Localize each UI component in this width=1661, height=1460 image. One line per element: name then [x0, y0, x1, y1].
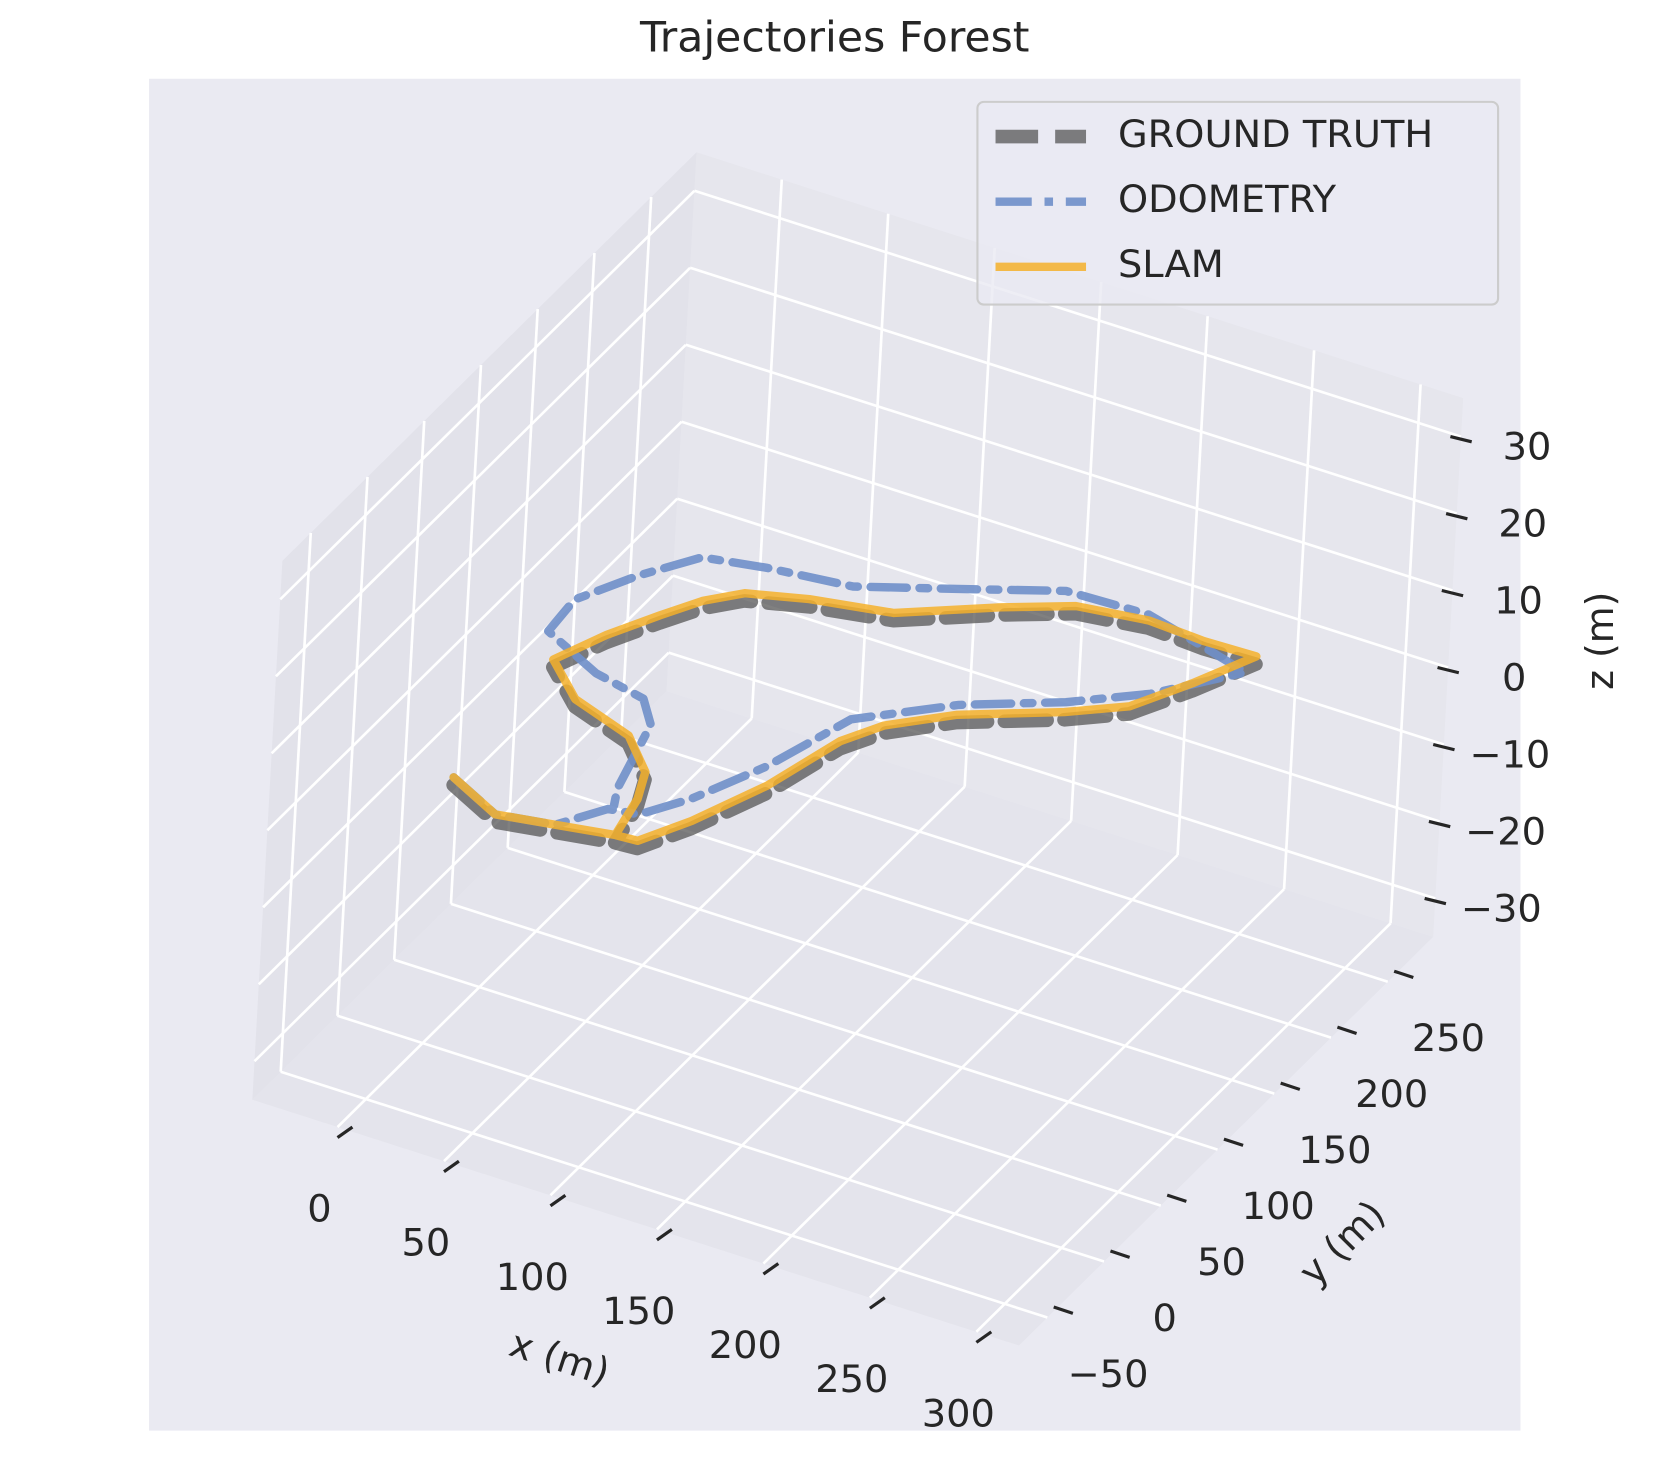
x-tick: [443, 1159, 460, 1173]
grid-line: [689, 266, 1458, 515]
grid-line: [279, 189, 696, 601]
grid-line: [868, 888, 1286, 1299]
legend-box: [976, 100, 1500, 306]
trajectory-line: [449, 553, 1251, 829]
y-tick-label: 50: [1197, 1240, 1246, 1284]
z-tick-label: −30: [1461, 887, 1542, 931]
y-tick-label: −50: [1068, 1352, 1149, 1396]
grid-line: [336, 717, 753, 1128]
grid-line: [694, 189, 1462, 438]
z-tick-label: 30: [1503, 425, 1552, 469]
grid-line: [676, 497, 1445, 746]
z-tick: [1428, 819, 1451, 829]
y-tick-label: 0: [1153, 1296, 1177, 1340]
legend-label: GROUND TRUTH: [1118, 112, 1433, 156]
x-tick-label: 50: [402, 1221, 451, 1265]
floor-pane: [252, 691, 1434, 1346]
grid-line: [262, 497, 679, 909]
z-tick-label: 20: [1498, 502, 1547, 546]
legend-label: ODOMETRY: [1118, 177, 1337, 221]
y-tick: [1280, 1081, 1301, 1091]
legend: GROUND TRUTH ODOMETRY SLAM: [976, 100, 1500, 306]
grid-line: [337, 1014, 1105, 1263]
z-tick-label: 10: [1494, 579, 1543, 623]
grid-line: [975, 922, 1392, 1333]
z-axis-label: z (m): [1578, 592, 1622, 690]
grid-line: [762, 854, 1179, 1265]
grid-line: [549, 785, 966, 1197]
legend-label: SLAM: [1118, 242, 1224, 286]
x-tick-label: 200: [709, 1323, 782, 1367]
z-tick: [1437, 665, 1460, 675]
y-tick-label: 150: [1298, 1128, 1371, 1172]
x-tick: [336, 1125, 354, 1139]
y-tick: [1109, 1249, 1131, 1259]
grid-line: [270, 343, 687, 755]
x-tick-label: 0: [307, 1187, 331, 1231]
y-tick: [1393, 969, 1414, 979]
z-tick-label: 0: [1502, 656, 1526, 700]
z-tick-label: −10: [1469, 733, 1550, 777]
x-tick: [975, 1330, 993, 1344]
z-tick: [1445, 512, 1468, 521]
x-tick: [656, 1228, 673, 1242]
x-tick-label: 150: [602, 1289, 675, 1333]
y-tick-label: 100: [1242, 1184, 1315, 1228]
z-tick-label: −20: [1465, 810, 1546, 854]
trajectory-line: [449, 589, 1261, 846]
grid-line: [656, 819, 1073, 1231]
x-tick-label: 250: [815, 1357, 888, 1401]
grid-line: [668, 651, 1436, 900]
grid-line: [507, 846, 1275, 1095]
y-tick: [1053, 1305, 1074, 1315]
z-tick: [1432, 742, 1455, 752]
grid-line: [450, 902, 1218, 1151]
grid-line: [266, 420, 683, 832]
x-tick-label: 100: [496, 1255, 569, 1299]
z-tick: [1450, 435, 1473, 444]
z-tick: [1441, 588, 1464, 598]
y-tick-label: 250: [1412, 1016, 1485, 1060]
x-tick: [868, 1296, 886, 1310]
x-tick: [762, 1262, 780, 1276]
grid-line: [685, 343, 1453, 592]
y-tick: [1336, 1025, 1358, 1035]
x-tick: [549, 1194, 567, 1208]
z-tick: [1424, 896, 1447, 906]
y-tick: [1223, 1137, 1244, 1147]
y-tick: [1166, 1193, 1187, 1203]
grid-line: [280, 1070, 1048, 1319]
grid-line: [681, 420, 1449, 669]
grid-line: [275, 266, 692, 678]
chart-title: Trajectories Forest: [639, 13, 1030, 62]
y-tick-label: 200: [1355, 1072, 1428, 1116]
grid-line: [393, 958, 1162, 1207]
x-tick-label: 300: [922, 1392, 995, 1436]
grid-line: [443, 751, 860, 1163]
